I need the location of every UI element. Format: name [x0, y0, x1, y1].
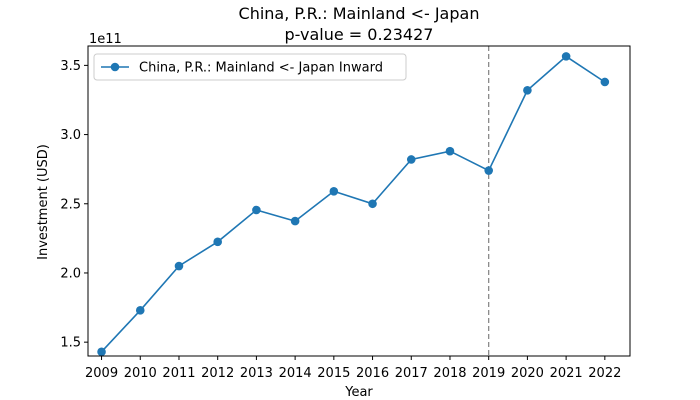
data-point — [135, 306, 145, 315]
y-tick-label: 2.0 — [60, 266, 81, 281]
data-point — [329, 187, 339, 196]
data-point — [368, 199, 377, 209]
data-point — [600, 77, 610, 87]
x-tick-label: 2022 — [588, 366, 621, 381]
series-line — [100, 55, 606, 353]
data-point — [97, 347, 106, 357]
legend: China, P.R.: Mainland <- Japan Inward — [93, 53, 407, 81]
y-tick-label: 2.5 — [60, 197, 81, 212]
y-axis: 1.5 2.0 2.5 3.0 3.5 — [60, 59, 88, 351]
data-point — [213, 237, 222, 247]
x-tick-label: 2018 — [433, 366, 466, 381]
x-tick-label: 2014 — [279, 366, 312, 381]
y-axis-label: Investment (USD) — [36, 144, 51, 260]
data-point — [406, 155, 416, 164]
x-tick-label: 2010 — [124, 366, 157, 381]
chart-title: China, P.R.: Mainland <- Japan — [239, 4, 480, 23]
x-axis-label: Year — [344, 385, 373, 400]
x-tick-label: 2013 — [240, 366, 273, 381]
y-tick-label: 3.5 — [60, 59, 81, 74]
x-tick-label: 2021 — [550, 366, 583, 381]
data-point — [523, 85, 532, 95]
x-tick-label: 2012 — [201, 366, 234, 381]
data-point — [561, 52, 571, 61]
x-tick-label: 2011 — [162, 366, 195, 381]
data-point — [290, 216, 300, 226]
legend-box — [93, 53, 407, 81]
y-axis-offset-label: 1e11 — [89, 32, 122, 47]
x-tick-label: 2017 — [395, 366, 428, 381]
data-point — [445, 146, 455, 156]
x-tick-label: 2015 — [317, 366, 350, 381]
plot-frame — [87, 45, 631, 357]
chart-subtitle: p-value = 0.23427 — [285, 25, 434, 44]
x-tick-label: 2019 — [472, 366, 505, 381]
x-axis: 2009 2010 2011 2012 2013 2014 2015 2016 2017 2018… — [85, 356, 621, 381]
data-point — [252, 205, 261, 215]
legend-label: China, P.R.: Mainland <- Japan Inward — [139, 61, 383, 76]
data-point — [484, 166, 493, 175]
legend-marker — [110, 62, 120, 72]
y-tick-label: 1.5 — [60, 336, 81, 351]
y-tick-label: 3.0 — [60, 128, 81, 143]
data-point — [174, 261, 184, 271]
x-tick-label: 2020 — [511, 366, 544, 381]
plot-area — [97, 46, 610, 357]
x-tick-label: 2009 — [85, 366, 118, 381]
x-tick-label: 2016 — [356, 366, 389, 381]
